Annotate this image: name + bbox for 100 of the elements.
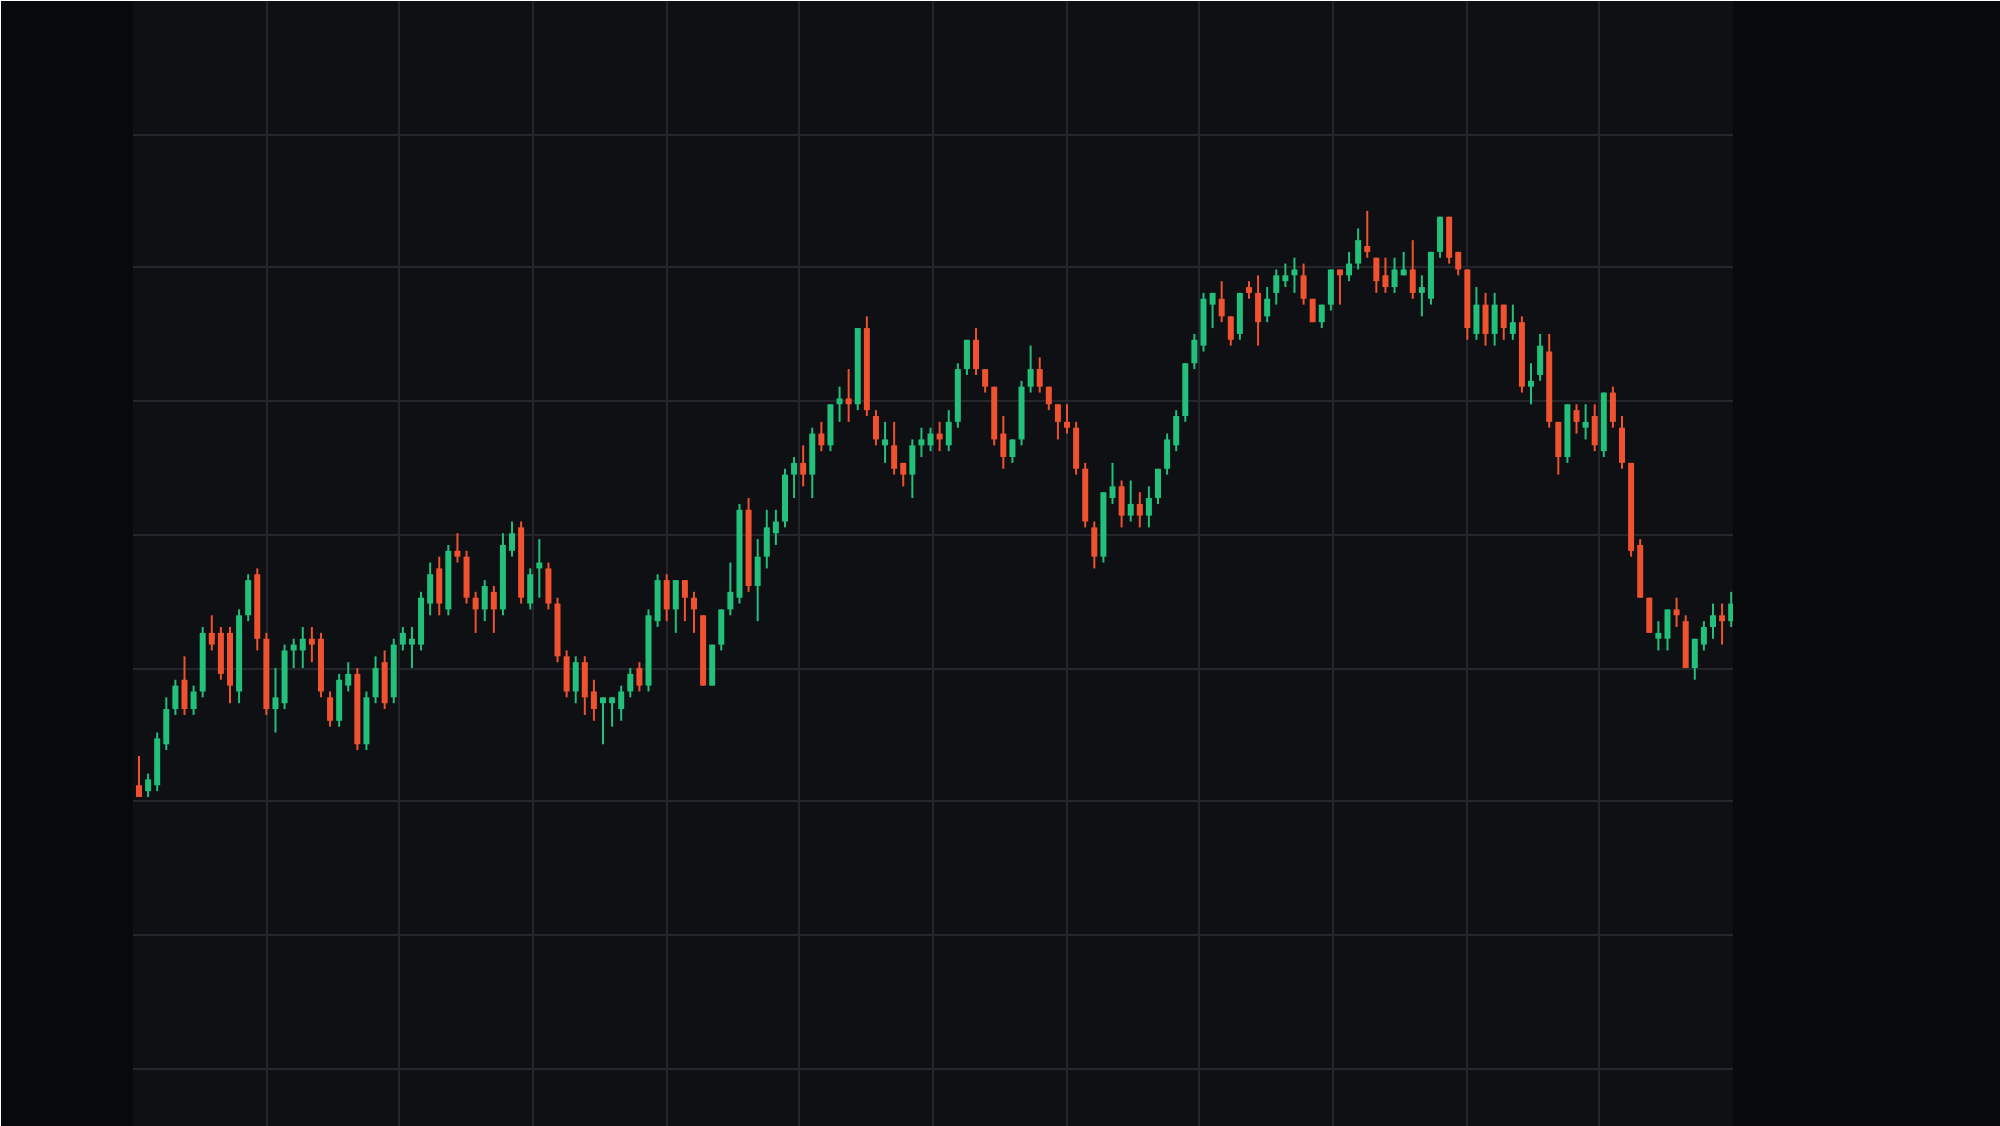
candlestick (545, 561, 552, 611)
candlestick (1227, 315, 1234, 347)
candlestick (1346, 250, 1353, 283)
candlestick (563, 649, 570, 699)
candlestick (245, 573, 252, 623)
candlestick (527, 567, 534, 611)
candlestick (627, 667, 634, 699)
candlestick (600, 696, 607, 746)
candlestick (1473, 286, 1480, 341)
candlestick (891, 420, 898, 476)
candlestick (436, 555, 443, 617)
candlestick (1073, 420, 1080, 476)
candlestick (1673, 596, 1680, 629)
candlestick (1236, 291, 1243, 341)
candlestick (1136, 491, 1143, 529)
candlestick (1255, 274, 1262, 347)
candlestick (1145, 485, 1152, 529)
candlestick (1646, 596, 1653, 634)
candlestick (1264, 286, 1271, 324)
candlestick (882, 420, 889, 464)
candlestick (800, 444, 807, 488)
candlestick (1091, 520, 1098, 570)
candlestick (1036, 356, 1043, 394)
candlestick (1127, 479, 1134, 523)
candlestick (1364, 209, 1371, 259)
candlestick (272, 667, 279, 734)
candlestick (1509, 303, 1516, 341)
candlestick (1719, 602, 1726, 646)
candlestick (172, 678, 179, 716)
candlestick (1355, 227, 1362, 271)
candlestick (1209, 291, 1216, 330)
candlestick (1327, 268, 1334, 312)
candlestick (1500, 303, 1507, 341)
candlestick (754, 538, 761, 623)
candlestick (490, 584, 497, 634)
candlestick (381, 649, 388, 711)
candlestick (572, 655, 579, 705)
candlestick (190, 684, 197, 716)
candlestick (1118, 479, 1125, 529)
candlestick (363, 690, 370, 752)
candlestick (481, 579, 488, 623)
candlestick (909, 438, 916, 500)
candlestick (845, 368, 852, 423)
candlestick (827, 403, 834, 453)
candlestick (1009, 438, 1016, 464)
candlestick (1218, 280, 1225, 324)
candlestick (136, 754, 142, 798)
candlestick (1064, 403, 1071, 435)
candlestick (472, 590, 479, 634)
candlestick (945, 409, 952, 453)
candlestick (1437, 215, 1444, 259)
candlestick (372, 655, 379, 705)
candlestick (1291, 256, 1298, 294)
candlestick (663, 573, 670, 623)
candlestick (1373, 256, 1380, 294)
candlestick (1409, 239, 1416, 300)
candlestick (809, 426, 816, 500)
candlestick (1682, 614, 1689, 670)
candlestick (1054, 403, 1061, 441)
candlestick (181, 655, 188, 716)
candlestick (1491, 291, 1498, 347)
candlestick (1273, 268, 1280, 306)
candlestick (918, 426, 925, 459)
candlestick (1027, 344, 1034, 394)
candlestick (1482, 291, 1489, 347)
candlestick (327, 690, 334, 728)
candlestick (982, 368, 989, 394)
candlestick (973, 327, 980, 376)
candlestick (1619, 415, 1625, 470)
candlestick (1582, 403, 1589, 441)
candlestick (781, 467, 788, 529)
candlestick (718, 608, 725, 652)
candlestick (1336, 268, 1343, 306)
candlestick (454, 532, 461, 564)
candlestick (1709, 602, 1716, 640)
candlestick (1427, 250, 1434, 306)
candlestick (690, 590, 697, 634)
candlestick (1728, 590, 1733, 629)
candlestick (1155, 467, 1161, 505)
candlestick (1591, 403, 1598, 453)
candlestick (927, 426, 934, 453)
candlestick (1446, 215, 1453, 265)
candlestick (1573, 403, 1580, 435)
candlestick (1109, 461, 1116, 505)
candlestick (1609, 385, 1616, 429)
candlestick (672, 579, 679, 634)
candlestick (1300, 262, 1307, 306)
candlestick (818, 420, 825, 453)
candlestick (299, 626, 306, 670)
candlestick (636, 661, 643, 693)
candlestick (791, 456, 798, 500)
candlestick (1528, 362, 1535, 406)
candlestick (463, 549, 470, 605)
candlestick (1537, 332, 1544, 382)
candlestick (836, 385, 843, 423)
candlestick (709, 643, 716, 687)
candlestick (963, 338, 970, 376)
candlestick (872, 409, 879, 447)
candlestick (336, 672, 343, 728)
candlestick (681, 579, 688, 623)
